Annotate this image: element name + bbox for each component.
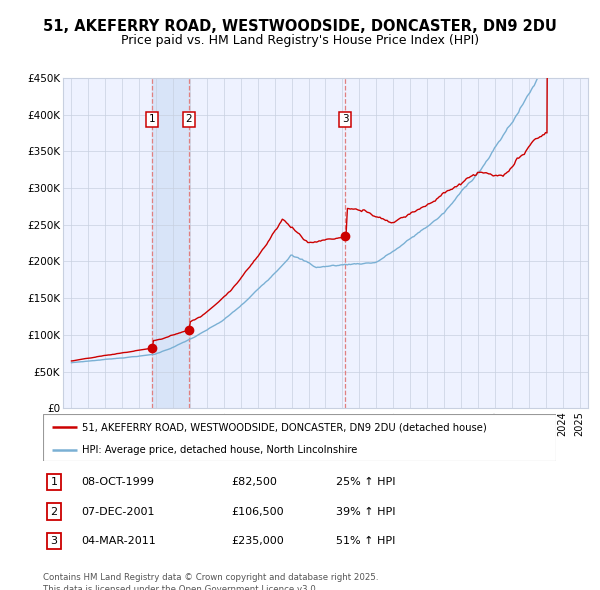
Bar <box>152 78 188 408</box>
Text: £106,500: £106,500 <box>231 507 284 516</box>
Text: 04-MAR-2011: 04-MAR-2011 <box>81 536 156 546</box>
Text: 08-OCT-1999: 08-OCT-1999 <box>81 477 154 487</box>
Text: 2: 2 <box>50 507 58 516</box>
Text: £235,000: £235,000 <box>231 536 284 546</box>
Text: 51, AKEFERRY ROAD, WESTWOODSIDE, DONCASTER, DN9 2DU: 51, AKEFERRY ROAD, WESTWOODSIDE, DONCAST… <box>43 19 557 34</box>
Text: 51, AKEFERRY ROAD, WESTWOODSIDE, DONCASTER, DN9 2DU (detached house): 51, AKEFERRY ROAD, WESTWOODSIDE, DONCAST… <box>82 422 487 432</box>
Text: 39% ↑ HPI: 39% ↑ HPI <box>336 507 395 516</box>
Text: 3: 3 <box>50 536 58 546</box>
Text: 51% ↑ HPI: 51% ↑ HPI <box>336 536 395 546</box>
Text: 25% ↑ HPI: 25% ↑ HPI <box>336 477 395 487</box>
Text: 2: 2 <box>185 114 192 124</box>
Text: 3: 3 <box>342 114 349 124</box>
Text: Price paid vs. HM Land Registry's House Price Index (HPI): Price paid vs. HM Land Registry's House … <box>121 34 479 47</box>
Text: 07-DEC-2001: 07-DEC-2001 <box>81 507 155 516</box>
Text: £82,500: £82,500 <box>231 477 277 487</box>
Text: 1: 1 <box>50 477 58 487</box>
Text: HPI: Average price, detached house, North Lincolnshire: HPI: Average price, detached house, Nort… <box>82 445 357 454</box>
Text: 1: 1 <box>149 114 155 124</box>
Text: Contains HM Land Registry data © Crown copyright and database right 2025.
This d: Contains HM Land Registry data © Crown c… <box>43 573 379 590</box>
